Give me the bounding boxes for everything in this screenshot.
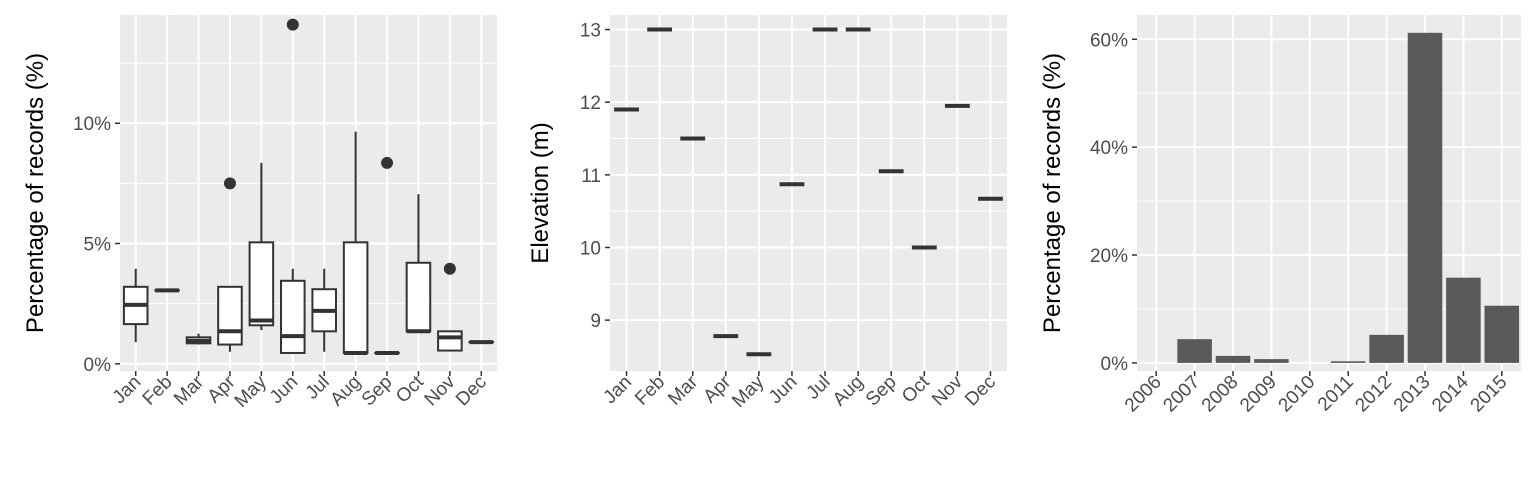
y-tick-label: 0%	[84, 355, 112, 376]
x-tick-label: Sep	[862, 372, 901, 411]
x-tick-label: Feb	[139, 372, 177, 410]
box	[280, 279, 306, 354]
y-tick-label: 10	[580, 238, 601, 259]
y-tick-label: 20%	[1090, 246, 1128, 267]
x-tick-label: Oct	[898, 371, 934, 407]
y-ticks: 0% 5% 10%	[73, 114, 120, 376]
box-may	[248, 162, 275, 331]
y-tick-label: 5%	[84, 235, 112, 256]
y-axis-title: Elevation (m)	[527, 122, 554, 263]
x-tick-label: Apr	[700, 371, 736, 407]
box-jan	[122, 268, 149, 343]
box	[437, 330, 463, 352]
panel-background	[120, 15, 497, 371]
x-tick-label: Aug	[326, 372, 365, 411]
bar-2013	[1407, 32, 1443, 363]
box	[405, 261, 432, 333]
boxes	[122, 18, 495, 355]
x-tick-label: Mar	[664, 371, 702, 409]
box-aug	[342, 131, 369, 355]
x-tick-label: Oct	[392, 371, 428, 407]
y-ticks: 9 10 11 12 13	[580, 21, 610, 332]
x-tick-label: May	[728, 371, 769, 412]
bar-2008	[1215, 355, 1251, 363]
x-tick-label: Mar	[170, 371, 208, 409]
box	[217, 285, 243, 346]
x-tick-label: 2010	[1275, 372, 1320, 417]
bar-2015	[1484, 305, 1520, 363]
box-jul	[311, 268, 337, 352]
x-tick-label: 2009	[1236, 372, 1281, 417]
box-apr	[217, 177, 243, 352]
x-tick-label: Feb	[631, 372, 669, 410]
box-mar	[185, 333, 212, 345]
x-tick-label: Dec	[452, 372, 491, 411]
y-ticks: 0% 20% 40% 60%	[1090, 30, 1137, 375]
x-tick-label: 2013	[1390, 372, 1435, 417]
yearly-percentage-bar-chart: 0% 20% 40% 60% 2006200720082009201020112012…	[1039, 15, 1521, 416]
x-tick-label: Jan	[600, 372, 637, 409]
y-tick-label: 0%	[1101, 354, 1129, 375]
grid	[610, 15, 1007, 371]
panel-background	[610, 15, 1007, 371]
box-nov	[437, 262, 463, 352]
y-tick-label: 40%	[1090, 138, 1128, 159]
y-tick-label: 12	[580, 93, 601, 114]
x-tick-label: Jun	[765, 372, 802, 409]
x-tick-label: Jun	[266, 372, 303, 409]
box-jun	[280, 18, 306, 354]
x-tick-label: Jan	[109, 372, 146, 409]
y-tick-label: 11	[581, 166, 601, 187]
box	[248, 241, 275, 327]
y-axis-title: Percentage of records (%)	[1039, 53, 1066, 333]
box-sep	[374, 156, 400, 355]
outlier-point	[223, 177, 236, 190]
x-tick-label: Nov	[928, 371, 967, 410]
bar-2009	[1254, 359, 1289, 363]
x-tick-label: 2008	[1198, 372, 1243, 417]
x-tick-label: Sep	[358, 372, 397, 411]
outlier-point	[443, 262, 456, 275]
y-axis-title: Percentage of records (%)	[22, 53, 49, 333]
x-tick-label: May	[231, 371, 272, 412]
y-tick-label: 60%	[1090, 30, 1128, 51]
x-tick-label: Jul	[803, 372, 835, 404]
box-oct	[405, 194, 432, 334]
x-tick-label: Nov	[421, 371, 460, 410]
y-tick-label: 9	[590, 311, 601, 332]
outlier-point	[381, 156, 394, 169]
y-tick-label: 10%	[73, 114, 111, 135]
x-tick-label: 2006	[1121, 372, 1166, 417]
boxes	[614, 27, 1003, 357]
x-tick-label: 2007	[1159, 372, 1204, 417]
x-tick-label: Dec	[961, 372, 1000, 411]
x-tick-label: 2011	[1314, 372, 1358, 416]
box	[342, 241, 369, 354]
outlier-point	[286, 18, 299, 31]
bar-2011	[1330, 361, 1366, 363]
bar-2012	[1369, 334, 1404, 363]
x-tick-label: 2014	[1428, 371, 1473, 416]
x-tick-label: 2012	[1351, 372, 1396, 417]
x-tick-label: Aug	[829, 372, 868, 411]
bars	[1177, 32, 1520, 363]
y-tick-label: 13	[580, 21, 601, 42]
x-tick-label: 2015	[1467, 372, 1512, 417]
bar-2014	[1446, 277, 1481, 363]
bar-2007	[1177, 339, 1212, 363]
